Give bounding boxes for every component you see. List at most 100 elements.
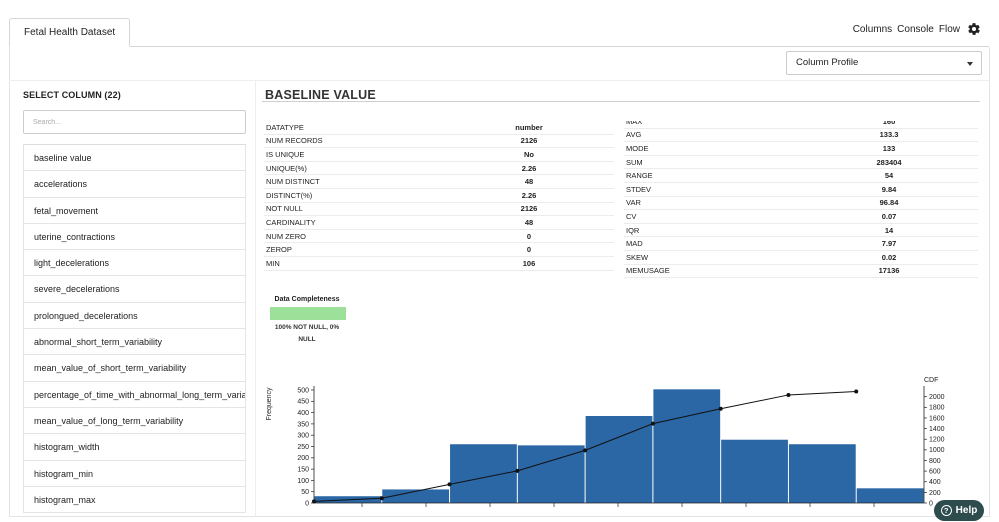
- cdf-point: [312, 499, 316, 504]
- title-divider: [262, 101, 980, 102]
- cdf-point: [583, 448, 588, 453]
- y-tick-label: 150: [297, 467, 309, 474]
- tab-bar: Fetal Health Dataset: [9, 18, 989, 47]
- stat-value: 17136: [878, 266, 900, 276]
- stat-value: 48: [524, 217, 534, 227]
- column-search-input[interactable]: [23, 110, 246, 134]
- column-list-item[interactable]: histogram_width: [23, 434, 246, 461]
- y-tick-label: 100: [297, 478, 309, 485]
- stat-row: DISTINCT(%) 2.26: [264, 189, 614, 203]
- y2-tick-label: 800: [929, 458, 941, 465]
- stat-value: 7.97: [881, 239, 897, 249]
- question-icon: ?: [940, 505, 952, 516]
- column-list-item[interactable]: histogram_max: [23, 486, 246, 514]
- y2-tick-label: 1000: [929, 447, 945, 454]
- column-list-item[interactable]: fetal_movement: [23, 197, 246, 224]
- column-list-item[interactable]: accelerations: [23, 171, 246, 198]
- column-list-item[interactable]: histogram_min: [23, 460, 246, 487]
- cdf-point: [854, 389, 859, 394]
- top-nav: Columns Console Flow: [853, 22, 981, 36]
- stat-value: 48: [524, 177, 534, 187]
- stat-row: CV 0.07: [624, 210, 978, 224]
- cdf-point: [515, 468, 520, 473]
- y2-axis-label: CDF: [924, 377, 938, 384]
- stat-value: 2.26: [521, 190, 537, 200]
- histogram-bar: [382, 489, 450, 503]
- column-list: baseline value accelerations fetal_movemen…: [23, 144, 246, 516]
- console-link[interactable]: Console: [897, 23, 934, 35]
- y-tick-label: 350: [297, 421, 309, 428]
- select-column-title: SELECT COLUMN (22): [23, 90, 121, 100]
- y2-tick-label: 0: [929, 500, 933, 507]
- stat-key: CARDINALITY: [266, 217, 316, 227]
- stat-key: SKEW: [626, 252, 649, 262]
- stat-row: SKEW 0.02: [624, 251, 978, 265]
- gear-icon[interactable]: [967, 22, 981, 36]
- column-list-item[interactable]: light_decelerations: [23, 250, 246, 277]
- page-title: BASELINE VALUE: [265, 88, 376, 102]
- stat-row: NOT NULL 2126: [264, 203, 614, 217]
- histogram-bar: [585, 415, 653, 503]
- y-tick-label: 250: [297, 444, 309, 451]
- stat-value: No: [524, 149, 534, 159]
- stat-value: 14: [884, 225, 894, 235]
- stat-row: CARDINALITY 48: [264, 216, 614, 230]
- caret-down-icon: [967, 62, 973, 66]
- stat-key: STDEV: [626, 184, 652, 194]
- stat-key: MAX: [626, 121, 643, 126]
- stat-row: IS UNIQUE No: [264, 148, 614, 162]
- stat-key: SUM: [626, 157, 643, 167]
- stat-key: MEMUSAGE: [626, 266, 670, 276]
- stat-row: NUM RECORDS 2126: [264, 135, 614, 149]
- column-profile-select[interactable]: Column Profile: [786, 51, 982, 75]
- column-list-item[interactable]: percentage_of_time_with_abnormal_long_te…: [23, 381, 246, 408]
- y2-tick-label: 1400: [929, 426, 945, 433]
- histogram-bar: [788, 444, 856, 503]
- stat-value: 133: [882, 143, 896, 153]
- frame-border-right: [989, 47, 990, 517]
- help-button[interactable]: ? Help: [934, 500, 984, 521]
- stat-value: 2126: [520, 204, 538, 214]
- column-list-item[interactable]: baseline value: [23, 145, 246, 172]
- cdf-point: [650, 421, 655, 426]
- stat-key: ZEROP: [266, 245, 292, 255]
- cdf-point: [786, 392, 791, 397]
- stat-value: 283404: [876, 157, 902, 167]
- column-list-item[interactable]: uterine_contractions: [23, 223, 246, 251]
- flow-link[interactable]: Flow: [938, 23, 960, 35]
- stat-value: 2126: [520, 136, 538, 146]
- stat-row: NUM ZERO 0: [264, 230, 614, 244]
- stat-row: STDEV 9.84: [624, 183, 978, 197]
- stat-key: UNIQUE(%): [266, 163, 307, 173]
- stat-row: MODE 133: [624, 142, 978, 156]
- y-axis-label: Frequency: [266, 387, 273, 421]
- stat-value: 133.3: [879, 130, 899, 140]
- y-tick-label: 300: [297, 433, 309, 440]
- y-tick-label: 400: [297, 410, 309, 417]
- y2-tick-label: 2000: [929, 394, 945, 401]
- column-list-item[interactable]: prolongued_decelerations: [23, 302, 246, 330]
- stat-row: UNIQUE(%) 2.26: [264, 162, 614, 176]
- columns-link[interactable]: Columns: [852, 23, 893, 35]
- stat-key: VAR: [626, 198, 641, 208]
- stat-row: MAD 7.97: [624, 237, 978, 251]
- stat-key: CV: [626, 211, 637, 221]
- stat-row: VAR 96.84: [624, 197, 978, 211]
- histogram-chart: 0 50 100 150 200 250 300 350 400 450 500 Frequency 0…: [266, 377, 945, 507]
- column-list-item[interactable]: abnormal_short_term_variability: [23, 329, 246, 356]
- stat-key: NUM DISTINCT: [266, 177, 320, 187]
- y2-tick-label: 1600: [929, 415, 945, 422]
- stat-key: AVG: [626, 130, 642, 140]
- histogram-bar: [653, 389, 721, 503]
- tab-fetal-health-dataset[interactable]: Fetal Health Dataset: [9, 18, 131, 47]
- y-tick-label: 200: [297, 455, 309, 462]
- stat-row: IQR 14: [624, 224, 978, 238]
- column-list-item[interactable]: mean_value_of_long_term_variability: [23, 407, 246, 435]
- stat-row: DATATYPE number: [264, 121, 614, 135]
- stat-value: 0: [526, 231, 532, 241]
- y2-tick-label: 200: [929, 490, 941, 497]
- column-list-item[interactable]: mean_value_of_short_term_variability: [23, 355, 246, 382]
- stat-row: AVG 133.3: [624, 129, 978, 143]
- column-list-item[interactable]: severe_decelerations: [23, 276, 246, 303]
